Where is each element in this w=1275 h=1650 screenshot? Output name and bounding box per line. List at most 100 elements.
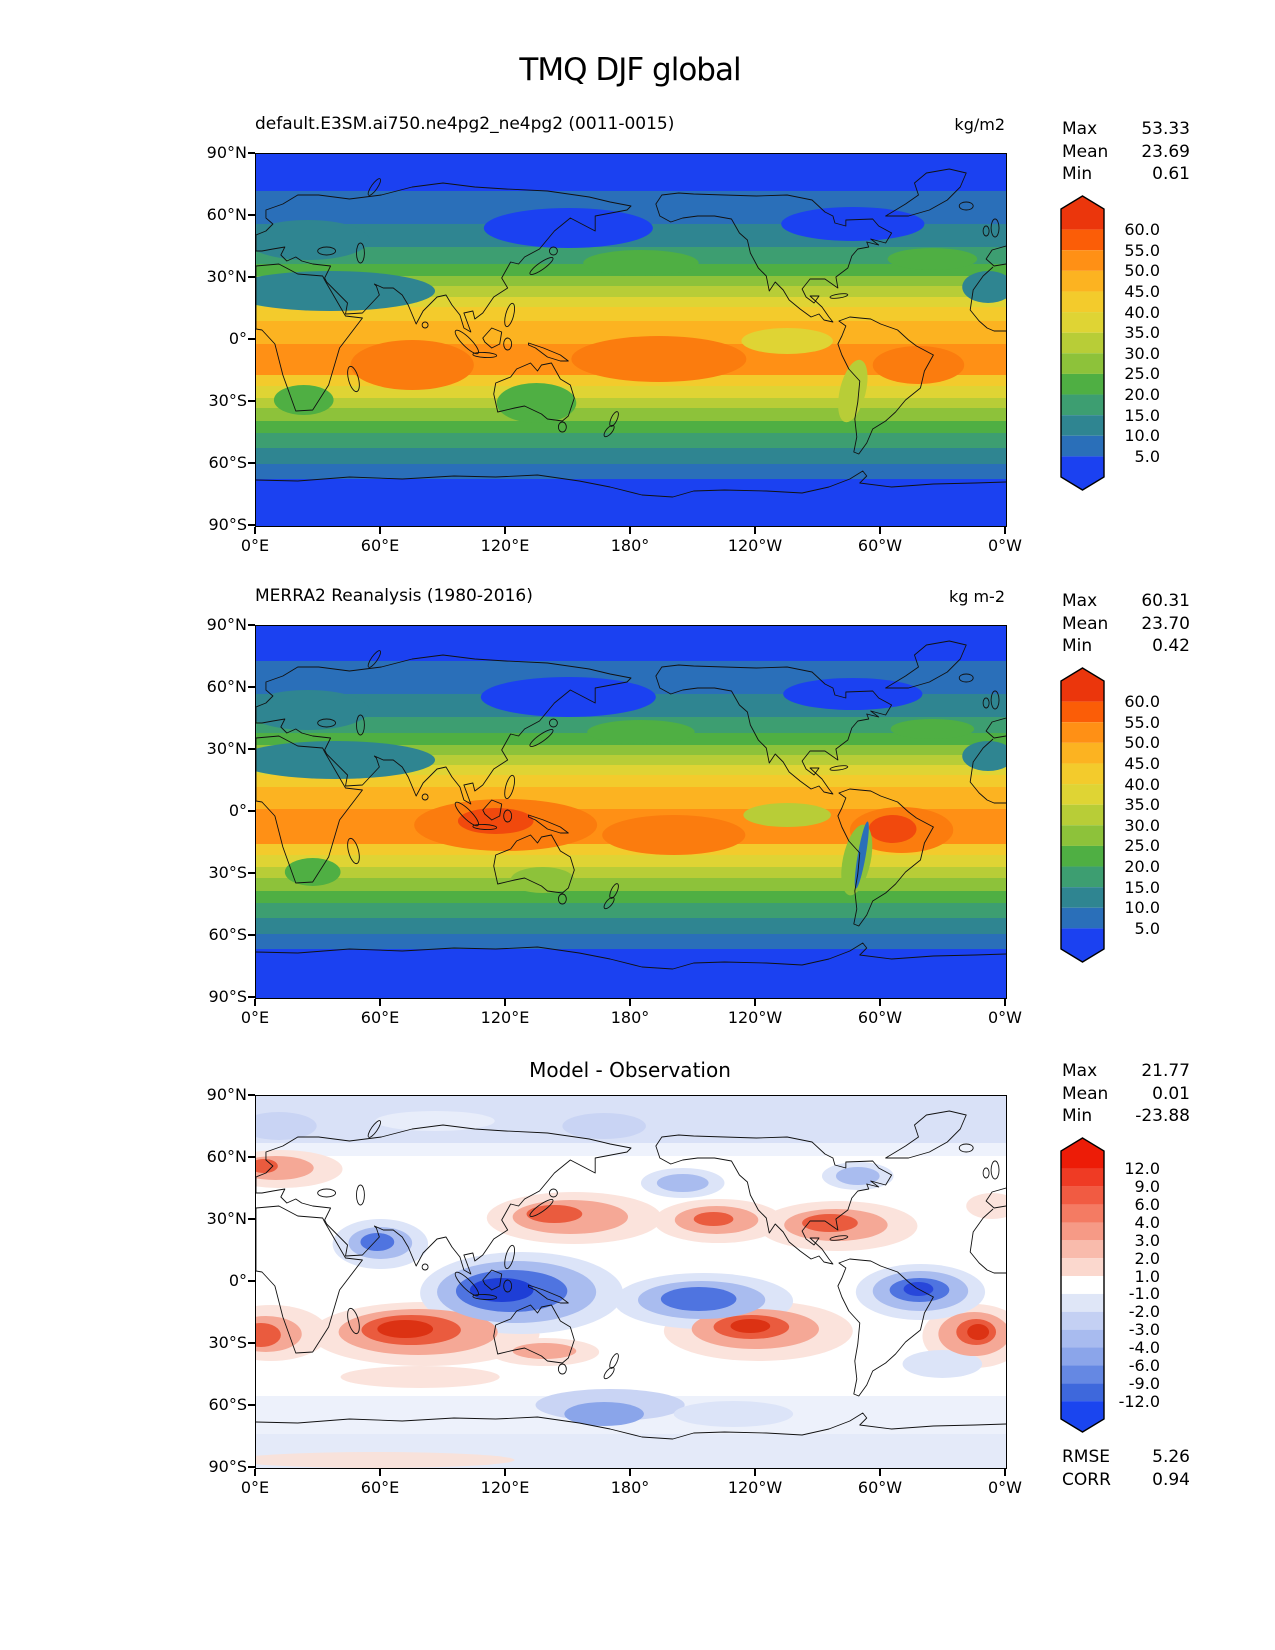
- colorbar-tick-label: 40.0: [1124, 774, 1160, 794]
- coastline: [655, 1134, 893, 1265]
- x-tick-label: 120°W: [727, 536, 783, 555]
- coastline: [482, 327, 503, 349]
- contour-blob: [838, 359, 868, 423]
- coastline: [256, 470, 1006, 498]
- y-tick-label: 90°N: [206, 143, 247, 162]
- y-tick-mark: [247, 996, 255, 998]
- colorbar-tick-label: 30.0: [1124, 343, 1160, 363]
- coastline-island: [421, 321, 429, 329]
- y-tick-mark: [247, 338, 255, 340]
- coastline-island: [356, 714, 365, 736]
- colorbar-band: [1061, 804, 1104, 826]
- colorbar-outline: [1060, 195, 1105, 491]
- x-tick-mark: [879, 1469, 881, 1476]
- contour-blob: [510, 867, 575, 893]
- coastline-island: [557, 893, 567, 905]
- colorbar-band: [1061, 722, 1104, 743]
- colorbar-tick-label: 25.0: [1124, 364, 1160, 384]
- coastline-island: [472, 823, 498, 831]
- coastline: [256, 1205, 363, 1354]
- stat-value: 0.94: [1152, 1469, 1190, 1490]
- coastline: [969, 266, 1006, 332]
- y-tick-mark: [247, 462, 255, 464]
- contour-blob: [835, 1167, 880, 1185]
- contour-blob: [564, 1402, 644, 1426]
- panel3-metrics: RMSE 5.26 CORR 0.94: [1062, 1446, 1190, 1491]
- colorbar-tick-label: -6.0: [1128, 1355, 1160, 1375]
- colorbar-tick-label: 5.0: [1134, 918, 1160, 938]
- x-tick-mark: [1004, 1469, 1006, 1476]
- y-tick-label: 0°: [228, 329, 247, 348]
- contour-blob: [783, 678, 923, 710]
- coastline-island: [958, 673, 974, 683]
- coastline-island: [609, 411, 619, 427]
- stat-value: 0.01: [1152, 1083, 1190, 1104]
- x-tick-mark: [254, 527, 256, 534]
- colorbar-tick-label: 45.0: [1124, 753, 1160, 773]
- coastline-island: [472, 351, 498, 359]
- y-tick-label: 60°N: [206, 205, 247, 224]
- coastline: [493, 834, 575, 894]
- contour-blob: [802, 1214, 858, 1232]
- contour-blob: [730, 1319, 771, 1333]
- x-tick-mark: [504, 999, 506, 1006]
- x-tick-mark: [879, 527, 881, 534]
- y-tick-mark: [247, 748, 255, 750]
- stat-value: 5.26: [1152, 1447, 1190, 1467]
- contour-blob: [890, 719, 975, 739]
- coastline: [482, 1269, 503, 1291]
- colorbar-band: [1061, 270, 1104, 292]
- coastline: [528, 342, 569, 362]
- contour-blob: [872, 346, 965, 384]
- y-tick-label: 60°S: [208, 1395, 247, 1414]
- colorbar-band: [1061, 394, 1104, 416]
- coastline-island: [421, 1263, 429, 1271]
- colorbar-band: [1061, 1204, 1104, 1223]
- colorbar-band: [1061, 701, 1104, 723]
- coastline-island: [548, 1188, 558, 1198]
- coastline-island: [503, 809, 513, 823]
- colorbar-tick-label: 40.0: [1124, 302, 1160, 322]
- colorbar-band: [1061, 1258, 1104, 1277]
- y-tick-mark: [247, 624, 255, 626]
- colorbar-svg: [1060, 195, 1105, 491]
- colorbar-band: [1061, 825, 1104, 846]
- panel2-units: kg m-2: [948, 587, 1005, 606]
- coastline-island: [603, 896, 615, 910]
- colorbar-band: [1061, 1168, 1104, 1187]
- contour-blob: [587, 720, 695, 744]
- coastline-island: [990, 690, 1000, 710]
- contour-blob: [741, 328, 833, 354]
- coastline-island: [504, 774, 516, 800]
- coastline: [256, 1412, 1006, 1440]
- coastline: [985, 717, 1006, 739]
- colorbar-band: [1061, 845, 1104, 867]
- stat-row: Max 53.33: [1062, 118, 1190, 141]
- panel1-map-svg: [256, 154, 1006, 526]
- contour-blob: [656, 1174, 709, 1192]
- x-tick-mark: [629, 999, 631, 1006]
- x-tick-label: 120°W: [727, 1008, 783, 1027]
- x-tick-label: 120°E: [480, 1008, 530, 1027]
- coastline-island: [454, 329, 480, 355]
- coastline: [256, 735, 363, 884]
- x-tick-mark: [629, 527, 631, 534]
- colorbar-tick-label: -4.0: [1128, 1338, 1160, 1358]
- coastline: [655, 664, 893, 795]
- colorbar-tick-label: 30.0: [1124, 815, 1160, 835]
- coastline: [969, 738, 1006, 804]
- coastline-island: [356, 242, 365, 264]
- colorbar-band: [1061, 887, 1104, 908]
- colorbar-band: [1061, 1276, 1104, 1294]
- x-tick-mark: [754, 1469, 756, 1476]
- colorbar-band: [1061, 1383, 1104, 1402]
- coastline-island: [557, 1363, 567, 1375]
- x-tick-mark: [1004, 527, 1006, 534]
- contour-blob: [887, 248, 978, 270]
- y-tick-mark: [247, 872, 255, 874]
- x-tick-label: 120°E: [480, 536, 530, 555]
- y-tick-label: 90°N: [206, 1085, 247, 1104]
- coastline: [985, 245, 1006, 267]
- contour-blob: [256, 1323, 281, 1347]
